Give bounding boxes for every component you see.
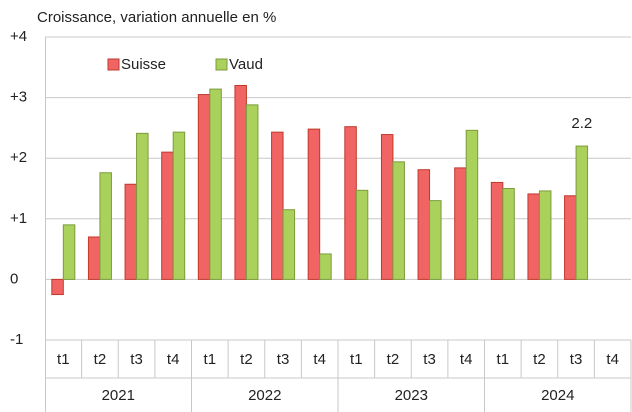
- bar: [87, 236, 101, 280]
- x-tick-label: t4: [460, 351, 473, 368]
- bar: [245, 104, 259, 280]
- y-tick-label: +2: [10, 149, 27, 166]
- group-label: 2023: [395, 387, 428, 404]
- bar: [234, 84, 247, 280]
- x-tick-label: t1: [204, 351, 217, 368]
- x-tick-label: t4: [606, 351, 619, 368]
- bar: [538, 190, 552, 280]
- bar: [454, 167, 467, 280]
- x-tick-label: t3: [277, 351, 290, 368]
- y-tick-label: +4: [10, 28, 27, 45]
- bar: [172, 131, 186, 280]
- legend-label: Vaud: [229, 56, 263, 73]
- bar: [465, 129, 479, 280]
- bar: [490, 181, 504, 280]
- bar: [502, 188, 515, 280]
- bar: [99, 172, 112, 280]
- legend-swatch: [215, 58, 228, 71]
- legend-swatch: [107, 58, 120, 71]
- bar: [271, 131, 284, 280]
- x-tick-label: t3: [570, 351, 583, 368]
- x-tick-label: t3: [423, 351, 436, 368]
- x-tick-label: t1: [350, 351, 363, 368]
- bar: [136, 132, 149, 280]
- bar: [527, 193, 540, 280]
- x-tick-label: t3: [130, 351, 143, 368]
- bar: [417, 169, 431, 280]
- legend-label: Suisse: [121, 56, 166, 73]
- x-tick-label: t2: [240, 351, 253, 368]
- x-tick-label: t1: [57, 351, 70, 368]
- bar: [51, 278, 64, 296]
- group-label: 2024: [541, 387, 574, 404]
- y-tick-label: 0: [10, 270, 18, 287]
- x-tick-label: t2: [533, 351, 546, 368]
- bar: [124, 183, 138, 280]
- group-label: 2021: [102, 387, 135, 404]
- chart-title: Croissance, variation annuelle en %: [37, 9, 276, 26]
- bar: [575, 145, 589, 280]
- bar: [161, 151, 174, 280]
- bar: [319, 253, 332, 280]
- y-tick-label: -1: [10, 331, 23, 348]
- x-tick-label: t4: [313, 351, 326, 368]
- bar: [392, 161, 405, 280]
- bar: [282, 209, 296, 280]
- data-label: 2.2: [571, 115, 592, 132]
- x-tick-label: t1: [497, 351, 510, 368]
- bar: [380, 134, 394, 280]
- bar: [355, 189, 369, 280]
- x-tick-label: t4: [167, 351, 180, 368]
- group-label: 2022: [248, 387, 281, 404]
- bar: [209, 88, 222, 280]
- x-tick-label: t2: [387, 351, 400, 368]
- bar: [197, 94, 211, 280]
- bar: [344, 126, 357, 280]
- bar: [62, 224, 76, 280]
- bar: [564, 195, 577, 280]
- y-tick-label: +3: [10, 89, 27, 106]
- bar: [307, 128, 321, 280]
- bar: [429, 200, 442, 280]
- y-tick-label: +1: [10, 210, 27, 227]
- x-tick-label: t2: [94, 351, 107, 368]
